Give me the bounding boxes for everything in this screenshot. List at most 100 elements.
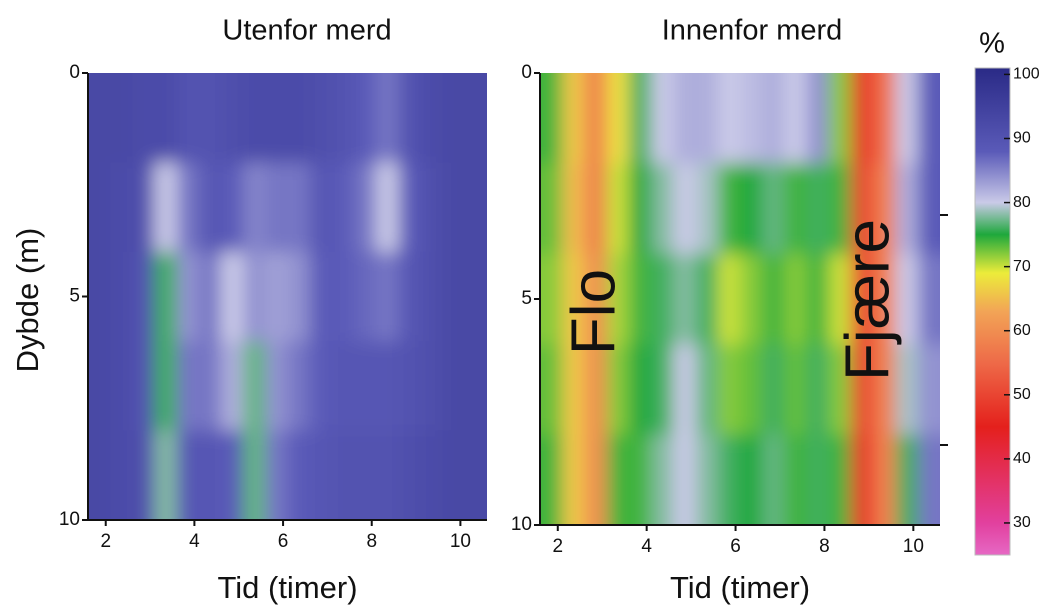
heatmap [540,73,940,525]
heatmap-cell [221,251,244,342]
heatmap-cell [762,73,785,164]
heatmap-cell [562,73,585,164]
heatmap-cell [88,430,111,520]
heatmap-cell [287,430,311,520]
heatmap-cell [376,162,399,253]
heatmap-cell [110,341,133,432]
heatmap-cell [562,253,585,345]
heatmap-cell [132,73,155,163]
heatmap-cell [762,163,785,255]
heatmap-cell [398,341,421,432]
colorbar-tick-label: 70 [1013,258,1031,275]
annotation: Flo [559,269,628,355]
heatmap-cell [740,344,763,436]
heatmap-cell [265,341,288,432]
heatmap-cell [243,162,266,253]
heatmap-cell [309,341,333,432]
heatmap-cell [198,251,222,342]
heatmap-cell [606,434,630,525]
heatmap-cell [895,163,919,255]
heatmap-cell [265,73,288,163]
heatmap-cell [309,430,333,520]
heatmap-cell [762,253,785,345]
x-tick-label: 2 [100,531,111,552]
heatmap-cell [606,344,630,436]
heatmap-cell [88,341,111,432]
heatmap-cell [851,73,874,164]
heatmap-cell [717,344,741,436]
heatmap-cell [265,430,288,520]
colorbar-tick-label: 40 [1013,450,1031,467]
heatmap-cell [221,162,244,253]
heatmap-cell [917,73,940,164]
heatmap-cell [176,73,200,163]
heatmap-cell [540,253,563,345]
heatmap-cell [628,344,652,436]
heatmap-cell [873,253,897,345]
heatmap-cell [606,73,630,164]
heatmap-cell [584,163,608,255]
heatmap-cell [562,163,585,255]
colorbar-tick-label: 100 [1013,66,1040,83]
colorbar-tick-label: 90 [1013,130,1031,147]
heatmap-cell [464,73,487,163]
heatmap-cell [331,73,355,163]
heatmap-cell [628,253,652,345]
y-tick-label: 10 [511,514,532,535]
heatmap-cell [154,162,178,253]
heatmap-cell [717,73,741,164]
heatmap-cell [398,73,421,163]
heatmap-cell [132,341,155,432]
heatmap-cell [176,251,200,342]
heatmap-cell [110,73,133,163]
heatmap-cell [873,344,897,436]
heatmap-cell [717,434,741,525]
heatmap-cell [673,73,697,164]
x-tick-label: 4 [641,536,652,557]
heatmap-cell [154,341,178,432]
heatmap-cell [376,430,399,520]
heatmap-cell [331,162,355,253]
heatmap-cell [917,344,940,436]
heatmap-cell [806,253,830,345]
heatmap-cell [584,253,608,345]
heatmap-cell [376,73,399,163]
heatmap-cell [828,344,852,436]
heatmap-cell [828,434,852,525]
colorbar-tick-label: 80 [1013,194,1031,211]
heatmap-cell [651,434,674,525]
heatmap-cell [442,430,466,520]
chart-title: Innenfor merd [662,15,843,47]
x-tick-label: 10 [903,536,924,557]
heatmap-cell [651,163,674,255]
heatmap-cell [287,251,311,342]
x-tick-label: 8 [366,531,377,552]
heatmap-cell [331,341,355,432]
heatmap-cell [784,163,808,255]
heatmap-cell [673,344,697,436]
heatmap-cell [917,253,940,345]
heatmap-cell [651,344,674,436]
heatmap-cell [398,162,421,253]
heatmap-cell [464,430,487,520]
heatmap-cell [354,162,377,253]
heatmap-cell [828,73,852,164]
heatmap-cell [420,341,444,432]
y-tick-label: 5 [521,288,532,309]
heatmap-cell [784,434,808,525]
heatmap-cell [762,434,785,525]
heatmap-cell [354,251,377,342]
heatmap-cell [828,163,852,255]
heatmap-cell [873,73,897,164]
heatmap-cell [628,163,652,255]
heatmap-cell [420,73,444,163]
x-tick-label: 8 [819,536,830,557]
heatmap-cell [673,434,697,525]
heatmap-cell [88,73,111,163]
heatmap-cell [287,162,311,253]
heatmap-cell [132,430,155,520]
heatmap-cell [851,344,874,436]
heatmap-cell [673,163,697,255]
heatmap-cell [221,430,244,520]
